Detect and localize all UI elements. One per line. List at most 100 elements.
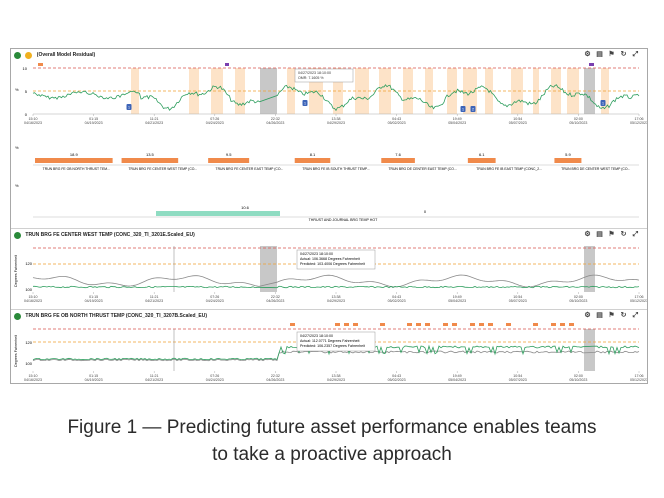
event-marker[interactable] — [290, 323, 295, 326]
bar-value: 5.9 — [565, 152, 571, 157]
event-marker[interactable] — [425, 323, 430, 326]
event-badge-count: 1 — [462, 107, 464, 111]
expand-icon[interactable]: ⤢ — [632, 312, 639, 319]
eye-icon[interactable] — [25, 52, 33, 59]
expand-icon[interactable]: ⤢ — [632, 231, 639, 238]
bar[interactable] — [294, 158, 331, 163]
event-marker[interactable] — [225, 63, 229, 66]
residual-chart[interactable]: 10 5 0 % 15:1004/16/202301:1504/19/20231… — [15, 63, 647, 125]
x-tick-date: 05/07/2023 — [509, 299, 527, 303]
bar[interactable] — [381, 158, 415, 163]
event-marker[interactable] — [479, 323, 484, 326]
event-marker[interactable] — [533, 323, 538, 326]
x-tick-date: 04/29/2023 — [327, 121, 345, 125]
chart-icon[interactable]: ▤ — [596, 312, 603, 319]
event-badge[interactable] — [460, 106, 466, 112]
bar[interactable] — [467, 158, 496, 163]
x-tick-date: 04/19/2023 — [85, 299, 103, 303]
x-tick-time: 19:49 — [453, 117, 462, 121]
event-marker[interactable] — [344, 323, 349, 326]
check-circle-icon — [14, 313, 21, 320]
x-tick-time: 19:49 — [453, 295, 462, 299]
bar[interactable] — [121, 158, 179, 163]
panel2-title: TRUN BRG FE CENTER WEST TEMP (CONC_320_T… — [25, 232, 195, 238]
ob-north-thrust-temp-chart[interactable]: 120 100 Degrees Fahrenheit 15:1004/16/20… — [14, 323, 647, 382]
event-badge[interactable] — [126, 104, 132, 110]
divider — [11, 228, 647, 229]
event-marker[interactable] — [38, 63, 43, 66]
event-marker[interactable] — [506, 323, 511, 326]
tooltip — [296, 331, 376, 352]
event-badge[interactable] — [302, 100, 308, 106]
contribution-bar-chart[interactable]: % 18.9 TRUN BRG FE OB NORTH THRUST TEM...… — [15, 145, 639, 171]
x-tick-date: 05/02/2023 — [388, 121, 406, 125]
event-marker[interactable] — [488, 323, 493, 326]
event-marker[interactable] — [452, 323, 457, 326]
bar-label: TRUN BRG FE CENTER EAST TEMP (CO... — [216, 167, 284, 171]
event-marker[interactable] — [353, 323, 358, 326]
y-tick: 100 — [25, 287, 32, 292]
chart-icon[interactable]: ▤ — [596, 231, 603, 238]
event-marker[interactable] — [470, 323, 475, 326]
x-tick-date: 04/24/2023 — [206, 378, 224, 382]
event-marker[interactable] — [380, 323, 385, 326]
caption-line: Figure 1 — Predicting future asset perfo… — [67, 417, 597, 438]
center-west-temp-chart[interactable]: 120 100 Degrees Fahrenheit 15:1004/16/20… — [14, 246, 647, 303]
tooltip-line: 04/27/2023 18:10:00 — [298, 71, 331, 75]
flag-icon[interactable]: ⚑ — [608, 51, 615, 58]
highlight-band — [447, 68, 457, 114]
event-badge[interactable] — [470, 106, 476, 112]
predicted-series — [32, 274, 640, 288]
event-marker[interactable] — [443, 323, 448, 326]
bar-label: TRUN BRG FE OB NORTH THRUST TEM... — [43, 167, 110, 171]
bars: 18.9 TRUN BRG FE OB NORTH THRUST TEM... 13… — [35, 152, 630, 171]
bar[interactable] — [554, 158, 582, 163]
expand-icon[interactable]: ⤢ — [632, 51, 639, 58]
bar-label: TRUN BRG FE IB EAST TEMP (CONC_2... — [476, 167, 542, 171]
gear-icon[interactable]: ⚙ — [584, 51, 591, 58]
x-tick-time: 07:26 — [210, 295, 219, 299]
panel1-toolbar: ⚙ ▤ ⚑ ↻ ⤢ — [584, 51, 639, 58]
x-tick-time: 11:21 — [150, 374, 159, 378]
y-tick: 120 — [25, 261, 32, 266]
bar-label: TRUN BRG FE IB SOUTH THRUST TEMP... — [302, 167, 369, 171]
bar[interactable] — [35, 158, 113, 163]
event-marker[interactable] — [407, 323, 412, 326]
bar[interactable] — [156, 211, 280, 216]
event-marker[interactable] — [416, 323, 421, 326]
event-marker[interactable] — [551, 323, 556, 326]
x-tick-time: 01:15 — [89, 117, 98, 121]
event-badge[interactable] — [600, 100, 606, 106]
lasso-icon[interactable]: ↻ — [620, 312, 627, 319]
x-tick-date: 04/16/2023 — [24, 299, 42, 303]
event-marker[interactable] — [335, 323, 340, 326]
y-unit: % — [15, 87, 19, 92]
fault-bar-chart[interactable]: % 10.6 0 THRUST AND JOURNAL BRG TEMP HOT — [15, 183, 639, 222]
x-tick-date: 05/10/2023 — [569, 121, 587, 125]
x-tick-time: 13:38 — [332, 374, 341, 378]
chart-icon[interactable]: ▤ — [596, 51, 603, 58]
flag-icon[interactable]: ⚑ — [608, 312, 615, 319]
highlight-band — [211, 68, 223, 114]
x-tick-time: 04:43 — [392, 117, 401, 121]
gear-icon[interactable]: ⚙ — [584, 312, 591, 319]
x-tick-date: 05/04/2023 — [448, 121, 466, 125]
event-marker[interactable] — [569, 323, 574, 326]
panel2-toolbar: ⚙ ▤ ⚑ ↻ ⤢ — [584, 231, 639, 238]
x-tick-date: 04/21/2023 — [145, 378, 163, 382]
gear-icon[interactable]: ⚙ — [584, 231, 591, 238]
event-badges[interactable]: 1 1 1 2 1 — [126, 100, 606, 112]
bar[interactable] — [208, 158, 250, 163]
check-circle-icon — [14, 232, 21, 239]
check-circle-icon — [14, 52, 21, 59]
event-marker[interactable] — [589, 63, 594, 66]
panel1-title: (Overall Model Residual) — [36, 52, 96, 58]
event-marker[interactable] — [560, 323, 565, 326]
x-tick-time: 13:38 — [332, 117, 341, 121]
flag-icon[interactable]: ⚑ — [608, 231, 615, 238]
lasso-icon[interactable]: ↻ — [620, 51, 627, 58]
x-tick-date: 05/07/2023 — [509, 121, 527, 125]
lasso-icon[interactable]: ↻ — [620, 231, 627, 238]
